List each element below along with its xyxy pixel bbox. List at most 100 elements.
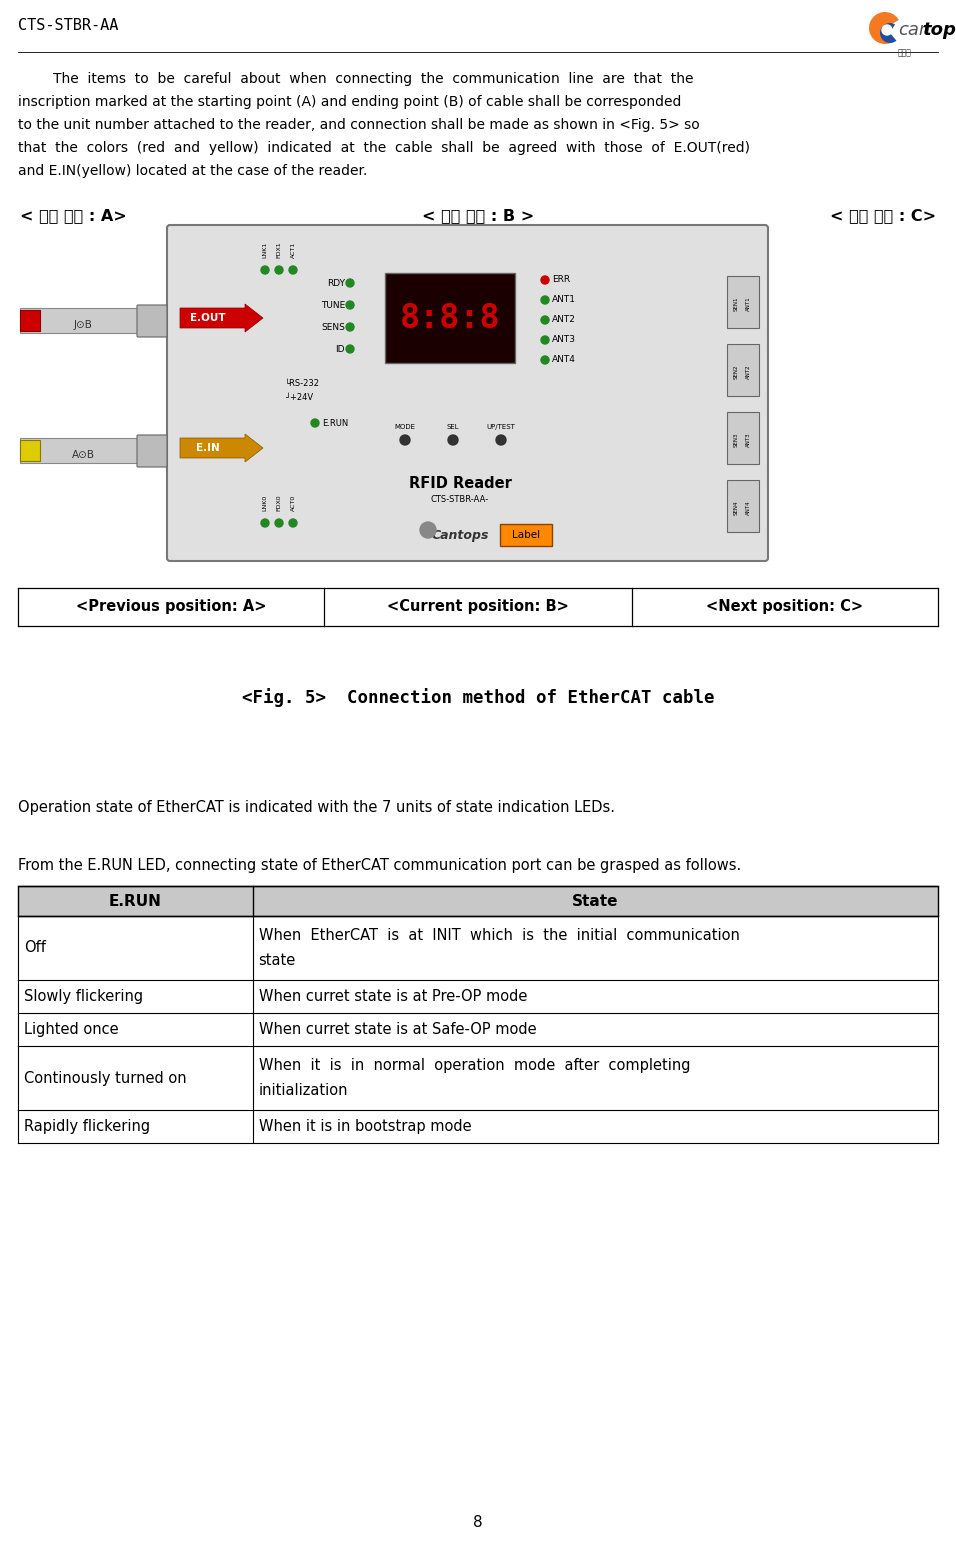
Text: From the E.RUN LED, connecting state of EtherCAT communication port can be grasp: From the E.RUN LED, connecting state of … [18,858,741,872]
Text: SEN2: SEN2 [733,364,738,380]
Text: Rapidly flickering: Rapidly flickering [24,1119,150,1133]
Text: LNK1: LNK1 [263,242,268,258]
Text: UP/TEST: UP/TEST [487,425,515,429]
Circle shape [541,276,549,284]
Bar [20,307,165,334]
Text: E.OUT: E.OUT [190,313,226,323]
Text: ID: ID [336,344,345,354]
Circle shape [541,296,549,304]
Text: FDX1: FDX1 [276,241,281,258]
Bar [18,886,938,916]
Circle shape [541,337,549,344]
Text: Operation state of EtherCAT is indicated with the 7 units of state indication LE: Operation state of EtherCAT is indicated… [18,800,615,815]
Circle shape [275,266,283,273]
Text: When it is in bootstrap mode: When it is in bootstrap mode [259,1119,471,1133]
Wedge shape [869,12,899,43]
Text: └RS-232: └RS-232 [285,378,320,388]
Circle shape [289,266,297,273]
Bar [727,480,759,533]
Text: 8:8:8: 8:8:8 [400,301,500,335]
Text: < 이전 위치 : A>: < 이전 위치 : A> [20,208,127,222]
Text: that  the  colors  (red  and  yellow)  indicated  at  the  cable  shall  be  agr: that the colors (red and yellow) indicat… [18,141,750,154]
Text: < 현재 위치 : B >: < 현재 위치 : B > [422,208,534,222]
Circle shape [448,435,458,445]
Circle shape [289,519,297,527]
Text: ANT4: ANT4 [552,355,576,364]
Text: When curret state is at Safe-OP mode: When curret state is at Safe-OP mode [259,1022,536,1038]
Bar [727,344,759,395]
Text: inscription marked at the starting point (A) and ending point (B) of cable shall: inscription marked at the starting point… [18,96,682,110]
Text: <Next position: C>: <Next position: C> [706,599,863,615]
Bar [500,523,552,547]
Bar [20,440,40,462]
FancyBboxPatch shape [137,435,167,466]
Circle shape [261,519,269,527]
Circle shape [346,301,354,309]
Text: A⊙B: A⊙B [72,449,95,460]
Text: can: can [898,22,930,39]
Text: ANT2: ANT2 [746,364,750,380]
Text: E.RUN: E.RUN [109,894,162,908]
Circle shape [496,435,506,445]
Text: RDY: RDY [327,278,345,287]
FancyBboxPatch shape [167,225,768,560]
Text: 8: 8 [473,1515,483,1530]
Text: ERR: ERR [552,275,570,284]
Text: Off: Off [24,940,46,956]
Bar [727,412,759,465]
Circle shape [541,357,549,364]
FancyBboxPatch shape [137,306,167,337]
Circle shape [275,519,283,527]
Text: ANT2: ANT2 [552,315,576,324]
Text: CTS-STBR-AA: CTS-STBR-AA [18,19,119,32]
Text: RFID Reader: RFID Reader [408,476,511,491]
Circle shape [541,317,549,324]
Text: E.RUN: E.RUN [322,418,348,428]
Text: ANT3: ANT3 [552,335,576,344]
Text: to the unit number attached to the reader, and connection shall be made as shown: to the unit number attached to the reade… [18,117,700,131]
Text: ANT1: ANT1 [746,296,750,312]
Text: CTS-STBR-AA-: CTS-STBR-AA- [431,496,489,505]
Text: ANT1: ANT1 [552,295,576,304]
Text: ANT3: ANT3 [746,432,750,448]
Text: MODE: MODE [395,425,416,429]
Circle shape [420,522,436,537]
Text: and E.IN(yellow) located at the case of the reader.: and E.IN(yellow) located at the case of … [18,164,367,178]
Circle shape [346,279,354,287]
Text: SEL: SEL [446,425,459,429]
Text: <Previous position: A>: <Previous position: A> [76,599,267,615]
Text: The  items  to  be  careful  about  when  connecting  the  communication  line  : The items to be careful about when conne… [18,73,693,86]
Text: Lighted once: Lighted once [24,1022,119,1038]
Text: Label: Label [511,530,540,540]
Bar [727,276,759,327]
Text: When curret state is at Pre-OP mode: When curret state is at Pre-OP mode [259,990,527,1004]
Circle shape [400,435,410,445]
Text: < 다음 위치 : C>: < 다음 위치 : C> [830,208,936,222]
Text: 캔탑스: 캔탑스 [898,48,912,57]
Text: ACT1: ACT1 [291,242,295,258]
Text: Continously turned on: Continously turned on [24,1070,186,1085]
Bar [385,273,515,363]
Text: SENS: SENS [321,323,345,332]
Circle shape [346,344,354,354]
FancyArrow shape [180,434,263,462]
Text: State: State [572,894,619,908]
Text: FDX0: FDX0 [276,494,281,511]
Text: ACT0: ACT0 [291,494,295,511]
Wedge shape [880,23,897,43]
Text: state: state [259,953,295,968]
Text: SEN3: SEN3 [733,432,738,448]
Text: <Current position: B>: <Current position: B> [387,599,569,615]
Text: E.IN: E.IN [196,443,220,452]
Text: tops: tops [922,22,956,39]
Text: LNK0: LNK0 [263,494,268,511]
FancyArrow shape [180,304,263,332]
Circle shape [261,266,269,273]
Text: ┘+24V: ┘+24V [285,394,314,403]
Bar [20,438,165,463]
Circle shape [311,418,319,428]
Text: <Fig. 5>  Connection method of EtherCAT cable: <Fig. 5> Connection method of EtherCAT c… [242,689,714,707]
Text: SEN4: SEN4 [733,500,738,516]
Bar [20,310,40,330]
Text: ANT4: ANT4 [746,500,750,516]
